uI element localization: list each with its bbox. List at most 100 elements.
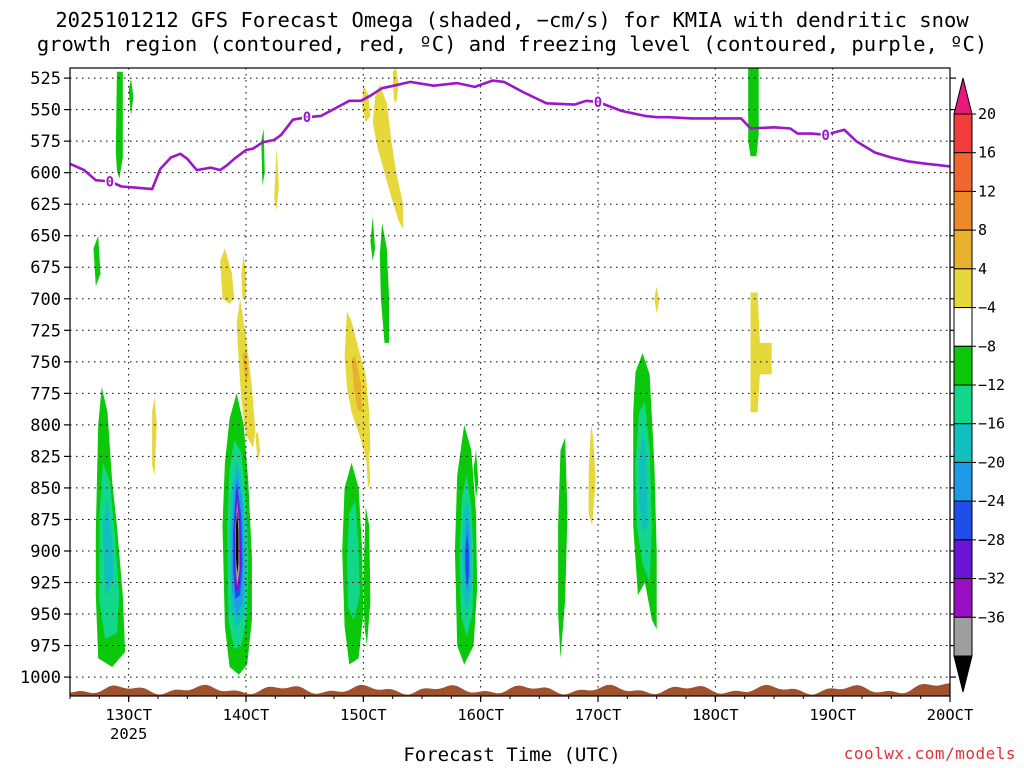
y-tick-label-975: 975 [30, 637, 61, 657]
y-tick-labels: 525 550 575 600 625 650 675 700 725 750 775 800 825 8… [20, 69, 61, 688]
omega-region-10 [242, 349, 249, 385]
colorbar-label-12: −32 [978, 570, 1005, 588]
colorbar-label-6: −8 [978, 337, 996, 355]
x-axis-label: Forecast Time (UTC) [403, 744, 621, 766]
colorbar-swatch-4 [953, 229, 973, 270]
colorbar-swatch-8 [953, 384, 973, 425]
x-tick-label-16OCT: 16OCT [457, 706, 504, 724]
colorbar-swatch-9 [953, 423, 973, 463]
omega-region-2 [102, 500, 114, 596]
colorbar-label-4: 4 [978, 260, 987, 278]
colorbar-bottom-arrow [953, 655, 973, 693]
omega-region-3 [115, 71, 123, 179]
omega-region-7 [220, 248, 235, 304]
omega-region-38 [465, 532, 469, 587]
omega-region-27 [379, 223, 390, 343]
freezing-level-label: 0 [821, 128, 829, 144]
freezing-label-bg-2 [593, 94, 603, 110]
omega-region-39 [473, 450, 479, 498]
x-tick-label-17OCT: 17OCT [575, 706, 622, 724]
omega-region-22 [274, 147, 279, 211]
omega-region-4 [93, 235, 101, 287]
colorbar-swatch-10 [953, 461, 973, 502]
title-line-2: growth region (contoured, red, ºC) and f… [36, 32, 988, 56]
omega-region-41 [588, 424, 596, 526]
omega-region-33 [363, 506, 371, 646]
y-tick-label-600: 600 [30, 164, 61, 184]
freezing-label-bg-1 [302, 109, 313, 125]
freezing-label-bg-0 [104, 173, 115, 189]
grid-lines [70, 68, 950, 696]
colorbar-top-arrow [953, 77, 973, 115]
colorbar-label-10: −24 [978, 492, 1005, 510]
omega-region-30 [365, 443, 371, 488]
colorbar-swatch-14 [953, 616, 973, 657]
x-tick-label-15OCT: 15OCT [340, 706, 387, 724]
colorbar-swatch-2 [953, 152, 973, 192]
omega-region-29 [351, 355, 363, 413]
omega-region-21 [261, 128, 265, 186]
omega-region-8 [241, 254, 246, 299]
y-tick-label-800: 800 [30, 416, 61, 436]
y-tick-label-850: 850 [30, 479, 61, 499]
omega-region-24 [372, 84, 404, 230]
y-tick-label-575: 575 [30, 132, 61, 152]
omega-region-6 [152, 397, 157, 476]
colorbar-swatch-12 [953, 539, 973, 580]
colorbar-swatch-6 [953, 307, 973, 347]
colorbar-label-13: −36 [978, 608, 1005, 626]
colorbar: 20 16 12 8 4 −4 −8 −12 −16 −20 −24 −28 −32 −36 [953, 77, 1005, 693]
colorbar-label-3: 8 [978, 221, 987, 239]
credit-link[interactable]: coolwx.com/models [843, 744, 1016, 763]
colorbar-swatch-3 [953, 190, 973, 231]
x-tick-label-19OCT: 19OCT [809, 706, 856, 724]
y-tick-label-1000: 1000 [20, 668, 61, 688]
omega-region-40 [558, 437, 568, 659]
omega-region-23 [362, 84, 371, 123]
colorbar-swatch-13 [953, 578, 973, 618]
colorbar-swatch-5 [953, 268, 973, 309]
omega-region-47 [750, 292, 772, 413]
y-tick-label-725: 725 [30, 321, 61, 341]
omega-region-46 [748, 68, 759, 157]
colorbar-swatch-1 [953, 113, 973, 154]
ground-surface [70, 683, 950, 696]
x-tick-label-13OCT: 13OCT [105, 706, 152, 724]
x-tick-label-18OCT: 18OCT [692, 706, 739, 724]
title-line-1: 2025101212 GFS Forecast Omega (shaded, −… [55, 8, 969, 32]
y-tick-label-825: 825 [30, 447, 61, 467]
y-tick-label-875: 875 [30, 510, 61, 530]
colorbar-label-5: −4 [978, 299, 996, 317]
colorbar-label-1: 16 [978, 144, 996, 162]
x-tick-sublabel: 2025 [110, 725, 147, 743]
colorbar-swatch-11 [953, 500, 973, 541]
y-tick-label-775: 775 [30, 384, 61, 404]
omega-region-42 [654, 286, 659, 314]
y-tick-label-525: 525 [30, 69, 61, 89]
ground-strip [70, 683, 950, 696]
omega-region-20 [236, 510, 239, 574]
freezing-level-label: 0 [594, 95, 602, 111]
colorbar-label-8: −16 [978, 415, 1005, 433]
omega-region-32 [346, 500, 360, 621]
omega-region-26 [370, 216, 376, 261]
y-tick-label-625: 625 [30, 195, 61, 215]
colorbar-swatch-7 [953, 345, 973, 386]
colorbar-label-9: −20 [978, 453, 1005, 471]
x-tick-label-20OCT: 20OCT [927, 706, 974, 724]
omega-region-5 [128, 78, 134, 116]
colorbar-label-7: −12 [978, 376, 1005, 394]
chart-title: 2025101212 GFS Forecast Omega (shaded, −… [0, 8, 1024, 56]
plot-frame [69, 67, 951, 697]
freezing-level-line [70, 79, 950, 191]
freezing-label-bg-3 [820, 126, 831, 142]
freezing-level-label: 0 [303, 110, 311, 126]
y-tick-label-750: 750 [30, 353, 61, 373]
y-tick-label-925: 925 [30, 574, 61, 594]
axes [64, 67, 956, 702]
colorbar-label-0: 20 [978, 105, 996, 123]
freezing-level-label: 0 [106, 174, 114, 190]
omega-region-11 [255, 431, 261, 463]
